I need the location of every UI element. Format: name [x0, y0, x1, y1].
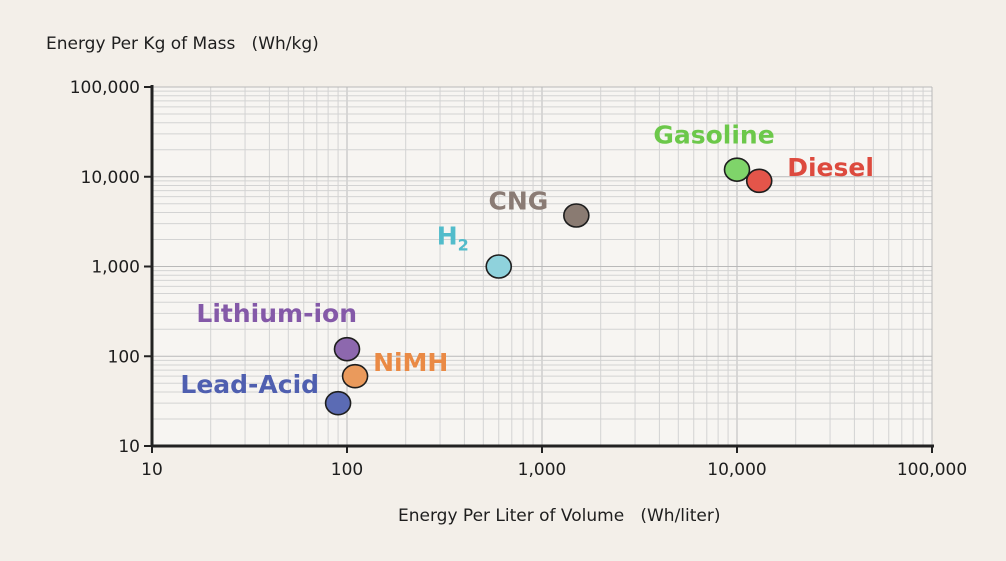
y-tick-label: 100 — [108, 347, 140, 367]
x-tick-label: 100,000 — [897, 460, 967, 480]
point-label-cng: CNG — [489, 187, 549, 216]
point-lead-acid — [324, 390, 352, 416]
point-label-lead-acid: Lead-Acid — [180, 370, 319, 399]
point-label-nimh: NiMH — [373, 348, 448, 377]
point-nimh — [341, 363, 369, 389]
x-tick-label: 10 — [141, 460, 163, 480]
y-tick-label: 1,000 — [91, 258, 140, 278]
point-label-lithium-ion: Lithium-ion — [196, 299, 357, 328]
point-lithium-ion — [333, 336, 361, 362]
point-label-h2: H2 — [437, 222, 469, 255]
point-cng — [563, 203, 590, 228]
x-axis-label: Energy Per Liter of Volume (Wh/liter) — [398, 506, 721, 526]
x-tick-label: 1,000 — [518, 460, 567, 480]
y-tick-label: 10 — [118, 437, 140, 457]
point-label-diesel: Diesel — [787, 153, 874, 182]
point-diesel — [745, 168, 773, 194]
point-h2 — [485, 254, 513, 279]
x-tick-label: 100 — [331, 460, 363, 480]
y-tick-label: 10,000 — [81, 168, 140, 188]
point-label-gasoline: Gasoline — [653, 121, 774, 150]
y-axis-label: Energy Per Kg of Mass (Wh/kg) — [46, 34, 319, 54]
point-gasoline — [723, 157, 751, 182]
y-tick-label: 100,000 — [70, 78, 140, 98]
x-tick-label: 10,000 — [707, 460, 766, 480]
